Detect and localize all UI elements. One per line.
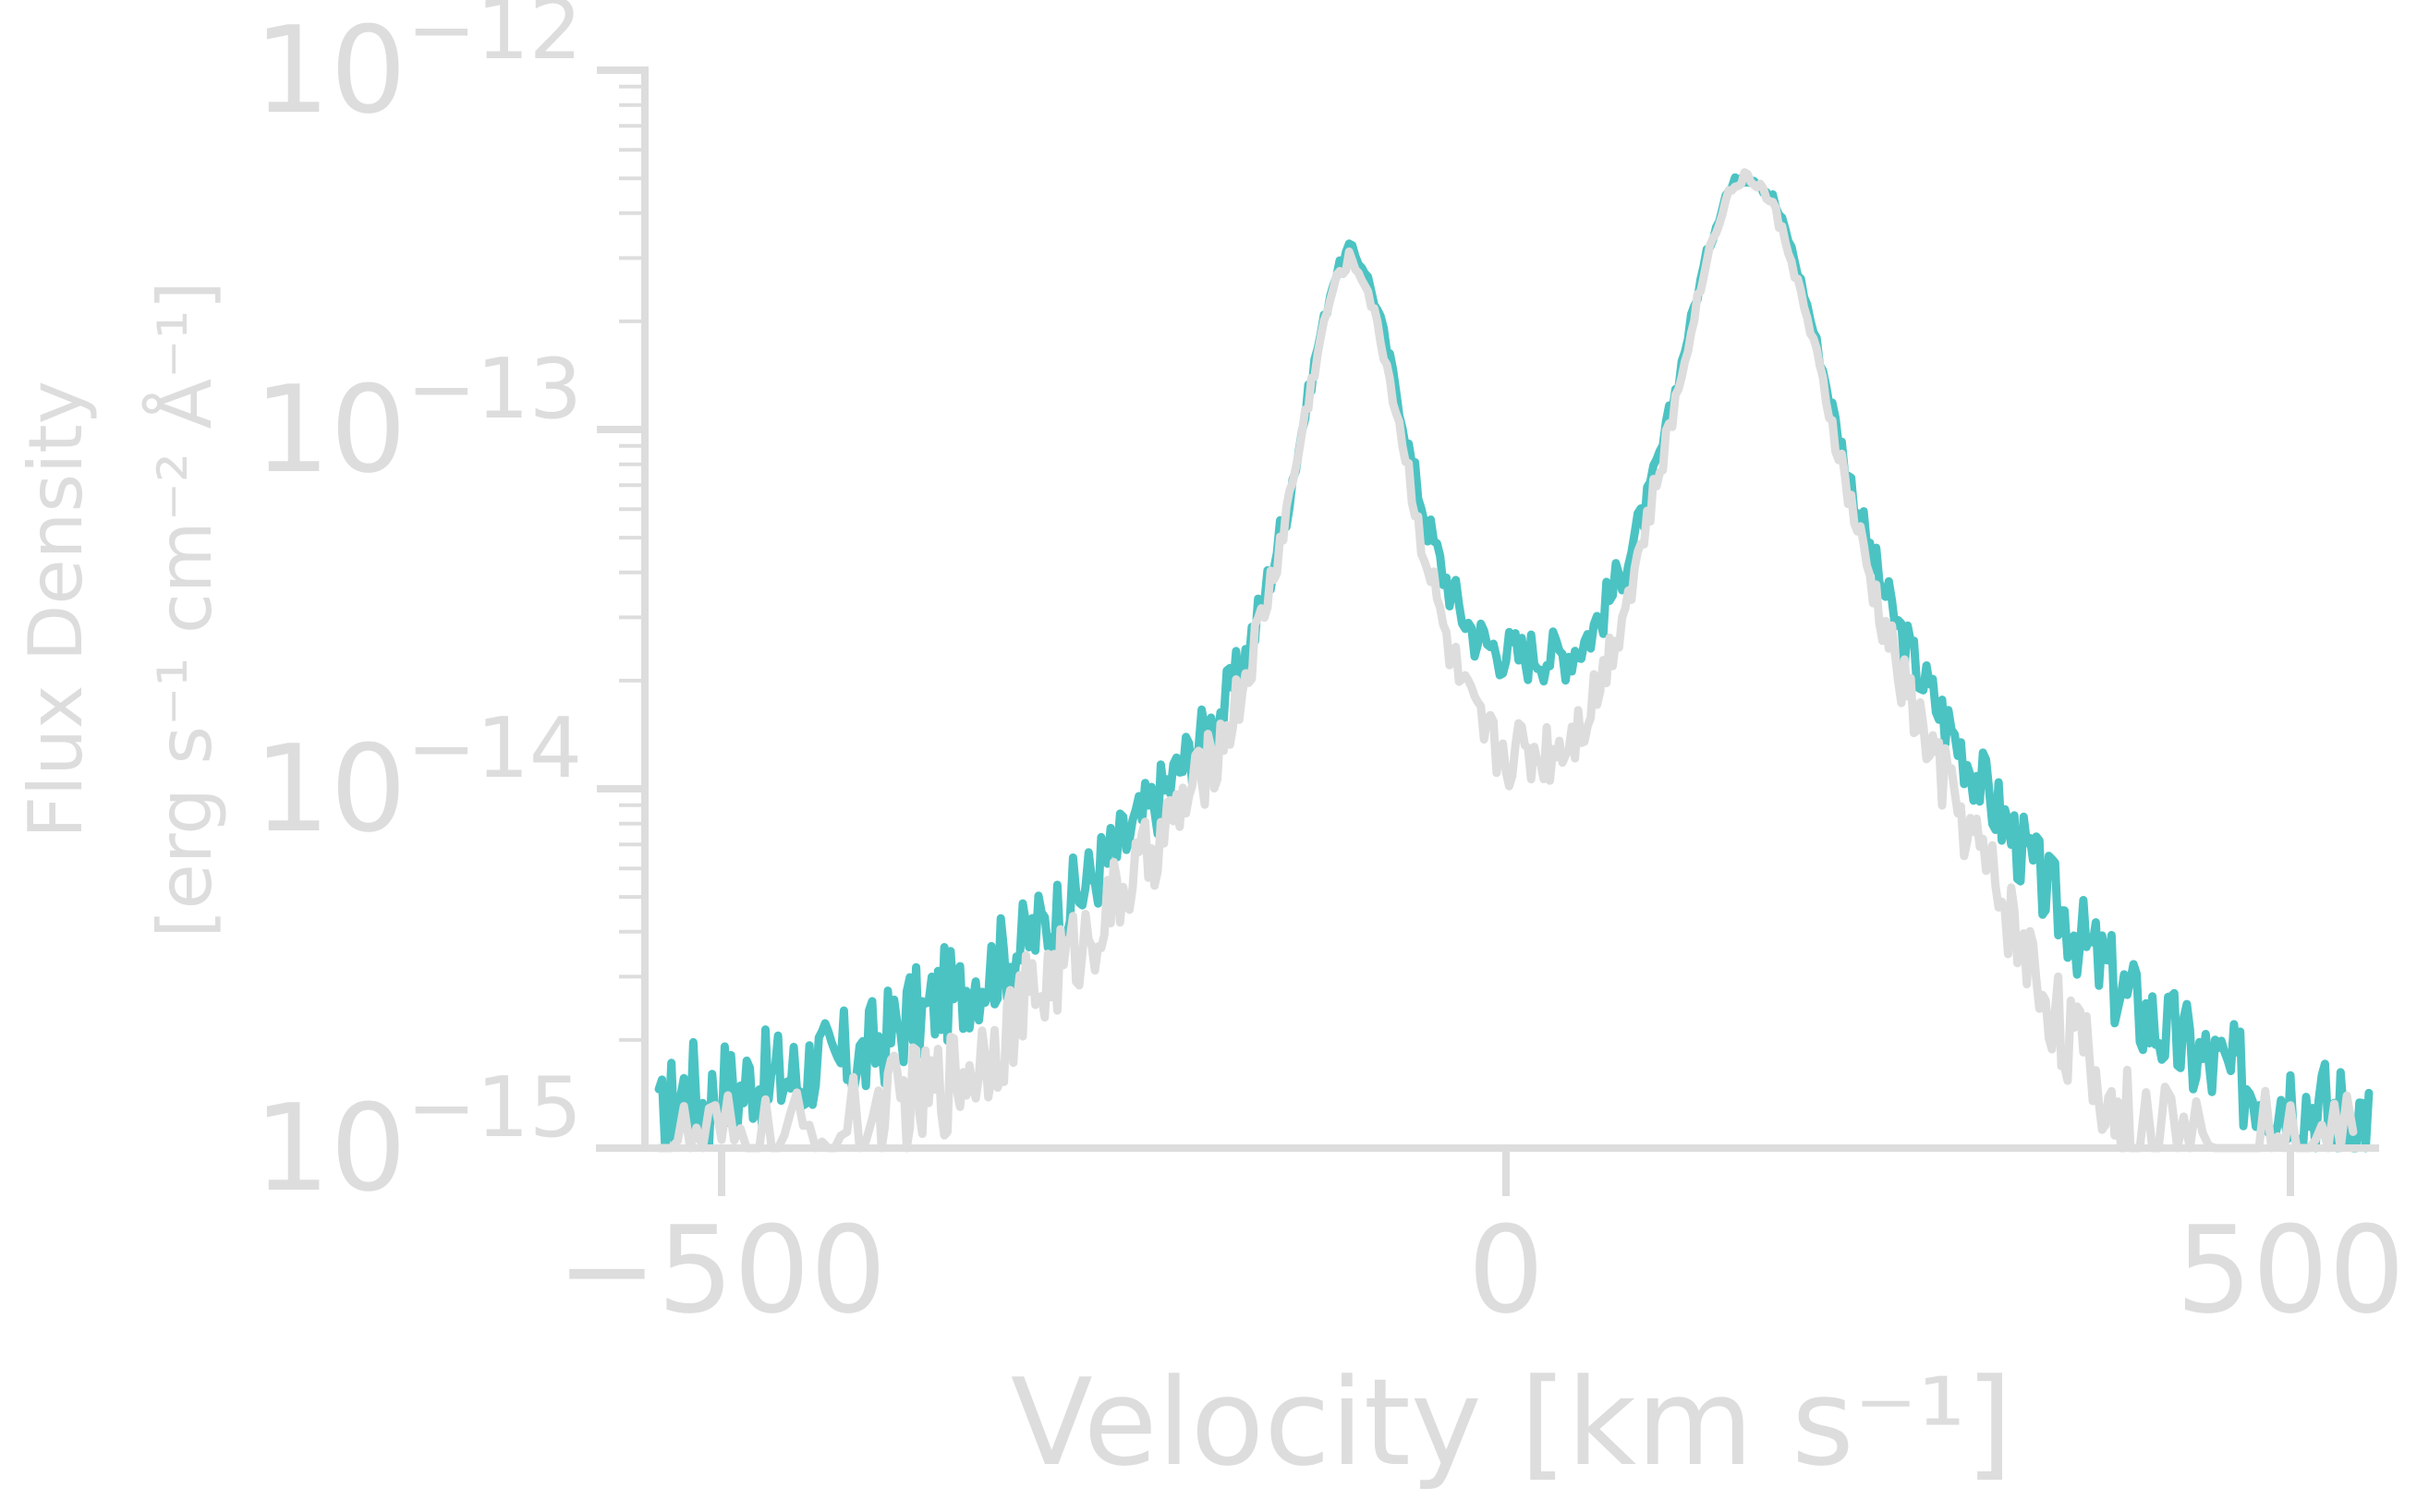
y-axis-title-line1: Flux Density bbox=[13, 381, 99, 839]
y-tick-label: 10−12 bbox=[254, 0, 582, 140]
series-line-0 bbox=[654, 173, 2374, 1153]
series-line-1 bbox=[654, 168, 2358, 1153]
axes-layer bbox=[596, 67, 2379, 1152]
y-ticks: 10−15 10−14 10−13 10−12 bbox=[254, 0, 645, 1218]
x-tick-label: 0 bbox=[1468, 1200, 1545, 1340]
x-axis-title: Velocity [km s⁻¹] bbox=[1011, 1352, 2012, 1493]
x-ticks: −500 0 500 bbox=[556, 1148, 2405, 1340]
y-tick-label: 10−13 bbox=[254, 341, 582, 500]
y-axis-title-line2: [erg s⁻¹ cm⁻² Å⁻¹] bbox=[141, 281, 228, 937]
x-tick-label: 500 bbox=[2176, 1200, 2405, 1340]
series-layer bbox=[654, 168, 2374, 1153]
x-tick-label: −500 bbox=[556, 1200, 886, 1340]
y-tick-label: 10−14 bbox=[254, 700, 582, 859]
y-tick-label: 10−15 bbox=[254, 1059, 582, 1218]
